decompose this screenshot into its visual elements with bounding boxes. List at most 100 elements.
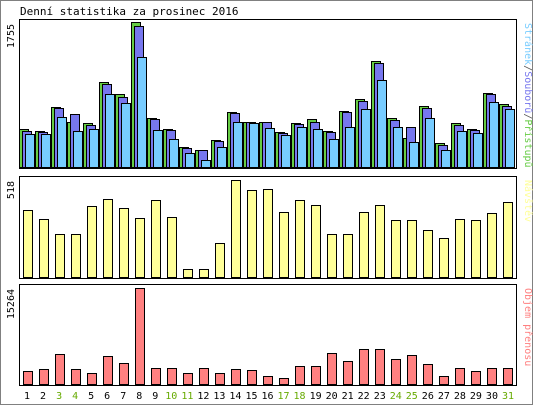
traffic-bar-traffic xyxy=(183,373,193,385)
hits-bar-pages xyxy=(153,130,163,168)
visits-bar-visits xyxy=(487,213,497,278)
day-label: 13 xyxy=(213,391,225,402)
visits-bar-visits xyxy=(55,234,65,278)
day-label: 6 xyxy=(104,391,110,402)
visits-ymax-label: 518 xyxy=(6,181,17,199)
day-label: 2 xyxy=(40,391,46,402)
traffic-side-label: Objem přenosu xyxy=(522,288,533,366)
traffic-bar-traffic xyxy=(23,371,33,385)
day-label: 14 xyxy=(229,391,241,402)
visits-bar-visits xyxy=(279,212,289,278)
hits-side-label-part: Stránek xyxy=(522,23,533,65)
traffic-bar-traffic xyxy=(311,366,321,385)
visits-side-label-part: Návštěv xyxy=(522,180,533,222)
traffic-bar-traffic xyxy=(151,368,161,385)
day-label: 1 xyxy=(24,391,30,402)
traffic-bar-traffic xyxy=(167,368,177,385)
visits-bar-visits xyxy=(439,238,449,278)
hits-bar-pages xyxy=(441,150,451,168)
hits-bar-pages xyxy=(105,94,115,168)
visits-bar-visits xyxy=(375,205,385,278)
hits-panel: 1755 Stránek/Souborů/Přístupů xyxy=(6,19,533,169)
hits-bar-pages xyxy=(137,57,147,168)
visits-bar-visits xyxy=(231,180,241,278)
traffic-bar-traffic xyxy=(39,369,49,385)
day-label: 8 xyxy=(136,391,142,402)
traffic-bar-traffic xyxy=(295,366,305,385)
visits-panel: 518 Návštěv xyxy=(6,176,533,279)
visits-bar-visits xyxy=(23,210,33,278)
day-label: 5 xyxy=(88,391,94,402)
visits-bar-visits xyxy=(407,220,417,278)
hits-bar-pages xyxy=(201,160,211,168)
visits-bar-visits xyxy=(167,217,177,278)
visits-bar-visits xyxy=(503,202,513,278)
traffic-bar-traffic xyxy=(247,370,257,385)
traffic-bar-traffic xyxy=(199,368,209,385)
day-label: 17 xyxy=(278,391,290,402)
visits-bar-visits xyxy=(247,190,257,278)
traffic-bar-traffic xyxy=(439,376,449,385)
traffic-bar-traffic xyxy=(455,368,465,385)
day-label: 26 xyxy=(422,391,434,402)
visits-bar-visits xyxy=(119,208,129,278)
hits-bar-pages xyxy=(89,129,99,168)
day-label: 19 xyxy=(310,391,322,402)
day-label: 20 xyxy=(326,391,338,402)
day-label: 24 xyxy=(390,391,402,402)
traffic-bar-traffic xyxy=(423,364,433,385)
visits-bar-visits xyxy=(87,206,97,278)
traffic-panel: 15264 Objem přenosu xyxy=(6,284,533,386)
visits-bar-visits xyxy=(71,234,81,278)
day-label: 31 xyxy=(502,391,514,402)
hits-side-label-part: Souborů xyxy=(522,71,533,113)
traffic-bar-traffic xyxy=(119,363,129,385)
visits-bar-visits xyxy=(215,243,225,278)
day-label: 22 xyxy=(358,391,370,402)
traffic-bar-traffic xyxy=(343,361,353,385)
hits-bar-pages xyxy=(25,134,35,168)
hits-bar-pages xyxy=(41,134,51,168)
hits-ymax-label: 1755 xyxy=(6,24,17,48)
traffic-ymax-label: 15264 xyxy=(6,289,17,319)
chart-title: Denní statistika za prosinec 2016 xyxy=(20,5,239,18)
hits-bar-pages xyxy=(425,118,435,168)
day-label: 15 xyxy=(245,391,257,402)
hits-bar-pages xyxy=(361,109,371,168)
visits-bar-visits xyxy=(183,269,193,278)
hits-side-label-part: / xyxy=(522,65,533,71)
day-label: 23 xyxy=(374,391,386,402)
visits-bar-visits xyxy=(135,218,145,278)
hits-bar-pages xyxy=(313,129,323,168)
visits-bar-visits xyxy=(327,234,337,278)
traffic-frame xyxy=(19,284,517,386)
day-label: 30 xyxy=(486,391,498,402)
traffic-bar-traffic xyxy=(279,378,289,385)
day-label: 10 xyxy=(165,391,177,402)
hits-bar-pages xyxy=(281,135,291,168)
day-label: 11 xyxy=(181,391,193,402)
hits-bar-pages xyxy=(265,128,275,168)
hits-bar-pages xyxy=(169,139,179,168)
visits-bar-visits xyxy=(391,220,401,278)
traffic-bar-traffic xyxy=(471,371,481,385)
traffic-bar-traffic xyxy=(487,368,497,385)
day-axis-labels: 1 2 3 4 5 6 7 8 9 10 11 12 13 14 15 16 17 18 19 20 21 22 23 24 2… xyxy=(24,391,514,402)
hits-bar-pages xyxy=(57,117,67,168)
hits-bar-pages xyxy=(377,80,387,168)
traffic-bar-traffic xyxy=(231,369,241,385)
visits-bar-visits xyxy=(455,219,465,278)
hits-bar-pages xyxy=(297,127,307,168)
hits-bar-pages xyxy=(217,147,227,168)
traffic-bar-traffic xyxy=(87,373,97,385)
hits-bar-pages xyxy=(473,133,483,168)
day-label: 27 xyxy=(438,391,450,402)
visits-bar-visits xyxy=(151,200,161,278)
traffic-bar-traffic xyxy=(135,288,145,385)
day-label: 16 xyxy=(261,391,273,402)
hits-bar-pages xyxy=(393,127,403,168)
day-label: 29 xyxy=(470,391,482,402)
visits-bar-visits xyxy=(103,199,113,278)
